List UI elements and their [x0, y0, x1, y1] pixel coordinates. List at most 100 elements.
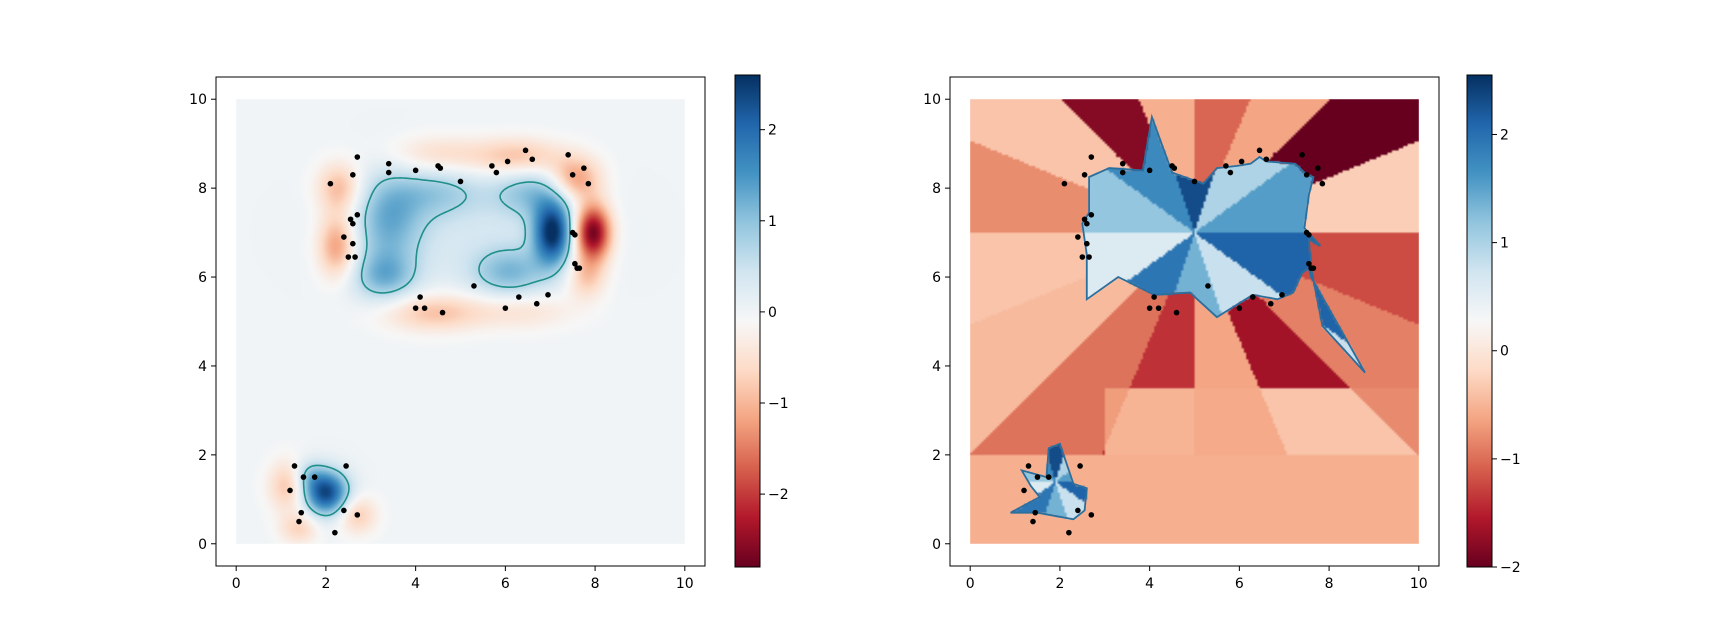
right-scatter-points — [1021, 147, 1326, 536]
right-colorbar-tick-label: 2 — [1500, 127, 1509, 143]
right-scatter-point — [1191, 178, 1198, 185]
left-scatter-point — [565, 151, 571, 158]
left-scatter-point — [576, 265, 583, 271]
left-scatter-point — [412, 305, 419, 311]
left-scatter-point — [412, 167, 419, 174]
right-scatter-point — [1267, 300, 1274, 307]
right-scatter-point — [1146, 305, 1153, 311]
left-xtick-label: 10 — [676, 576, 694, 592]
right-axes-frame — [949, 76, 1440, 567]
right-xtick-label: 10 — [1410, 576, 1428, 592]
right-ytick-label: 10 — [923, 92, 941, 108]
left-scatter-point — [572, 260, 578, 267]
left-colorbar-tick-label: −1 — [768, 396, 789, 412]
right-scatter-point — [1061, 180, 1068, 187]
left-scatter-point — [533, 300, 540, 307]
left-scatter-point — [350, 240, 356, 247]
right-xtick-label: 6 — [1235, 576, 1244, 592]
right-ytick-label: 6 — [932, 270, 941, 286]
right-scatter-point — [1079, 254, 1086, 260]
left-ytick-label: 2 — [198, 448, 207, 464]
left-scatter-point — [354, 212, 361, 218]
right-scatter-point — [1088, 154, 1095, 160]
right-scatter-point — [1299, 151, 1305, 158]
right-contour-line — [1081, 113, 1366, 374]
right-ytick-label: 8 — [932, 181, 941, 197]
right-scatter-point — [1236, 305, 1243, 311]
left-scatter-point — [354, 154, 361, 160]
right-scatter-point — [1034, 474, 1041, 480]
left-scatter-point — [569, 172, 576, 178]
left-axes-frame — [215, 76, 706, 567]
left-scatter-point — [545, 292, 551, 298]
left-scatter-point — [352, 254, 358, 260]
left-scatter-point — [421, 305, 428, 311]
right-scatter-point — [1319, 180, 1326, 187]
left-scatter-point — [345, 254, 352, 260]
left-scatter-point — [350, 220, 356, 227]
left-scatter-point — [502, 305, 509, 311]
left-scatter-point — [287, 487, 293, 494]
left-xtick-label: 2 — [321, 576, 330, 592]
left-scatter-point — [417, 294, 423, 300]
right-colorbar-tick-label: 0 — [1500, 344, 1509, 360]
left-scatter-point — [327, 180, 334, 187]
left-scatter-point — [585, 180, 592, 187]
left-scatter-point — [347, 216, 354, 223]
right-scatter-point — [1173, 309, 1180, 316]
right-scatter-point — [1205, 283, 1211, 289]
right-scatter-point — [1081, 216, 1088, 223]
right-scatter-point — [1032, 509, 1039, 516]
right-scatter-point — [1146, 167, 1153, 174]
right-scatter-point — [1084, 240, 1090, 247]
left-scatter-point — [343, 463, 349, 469]
right-xtick-label: 8 — [1325, 576, 1334, 592]
left-scatter-point — [385, 169, 392, 176]
left-ytick-label: 8 — [198, 181, 207, 197]
left-scatter-point — [516, 294, 522, 300]
left-scatter-point — [581, 165, 587, 171]
right-xtick-label: 4 — [1145, 576, 1154, 592]
right-scatter-point — [1250, 294, 1256, 300]
right-ytick-label: 2 — [932, 448, 941, 464]
right-ticks: 0 2 4 6 8 10 0 2 4 6 8 10 — [923, 92, 1428, 592]
left-scatter-point — [493, 169, 500, 176]
right-colorbar: 2 1 0 −1 −2 — [1466, 74, 1521, 576]
left-colorbar: 2 1 0 −1 −2 — [734, 74, 789, 568]
right-scatter-point — [1306, 260, 1312, 267]
right-colorbar-tick-label: 1 — [1500, 236, 1509, 252]
right-colorbar-tick-label: −2 — [1500, 560, 1521, 576]
left-ytick-label: 10 — [189, 92, 207, 108]
right-scatter-point — [1088, 212, 1095, 218]
left-scatter-point — [439, 309, 446, 316]
right-heatmap-panel — [970, 99, 1419, 544]
left-xtick-label: 8 — [591, 576, 600, 592]
right-scatter-point — [1119, 169, 1126, 176]
right-scatter-point — [1238, 158, 1245, 165]
left-scatter-point — [489, 163, 495, 169]
right-scatter-point — [1045, 474, 1052, 480]
left-scatter-point — [291, 463, 298, 469]
right-scatter-point — [1077, 463, 1083, 469]
right-scatter-point — [1223, 163, 1229, 169]
right-scatter-point — [1263, 156, 1270, 163]
left-ticks: 0 2 4 6 8 10 0 2 4 6 8 10 — [189, 92, 694, 592]
left-xtick-label: 0 — [232, 576, 241, 592]
left-colorbar-tick-label: 1 — [768, 214, 777, 230]
right-xtick-label: 0 — [966, 576, 975, 592]
left-scatter-point — [572, 232, 578, 238]
left-ytick-label: 6 — [198, 270, 207, 286]
right-colorbar-tick-label: −1 — [1500, 452, 1521, 468]
left-colorbar-gradient — [735, 75, 760, 567]
left-heatmap-panel — [236, 99, 685, 544]
right-scatter-point — [1171, 165, 1178, 171]
right-scatter-point — [1066, 529, 1072, 536]
right-colorbar-gradient — [1467, 75, 1492, 567]
left-scatter-point — [471, 283, 477, 289]
left-ytick-label: 0 — [198, 537, 207, 553]
right-scatter-point — [1119, 160, 1126, 167]
left-colorbar-tick-label: −2 — [768, 487, 789, 503]
right-xtick-label: 2 — [1055, 576, 1064, 592]
left-xtick-label: 4 — [411, 576, 420, 592]
left-scatter-point — [437, 165, 444, 171]
